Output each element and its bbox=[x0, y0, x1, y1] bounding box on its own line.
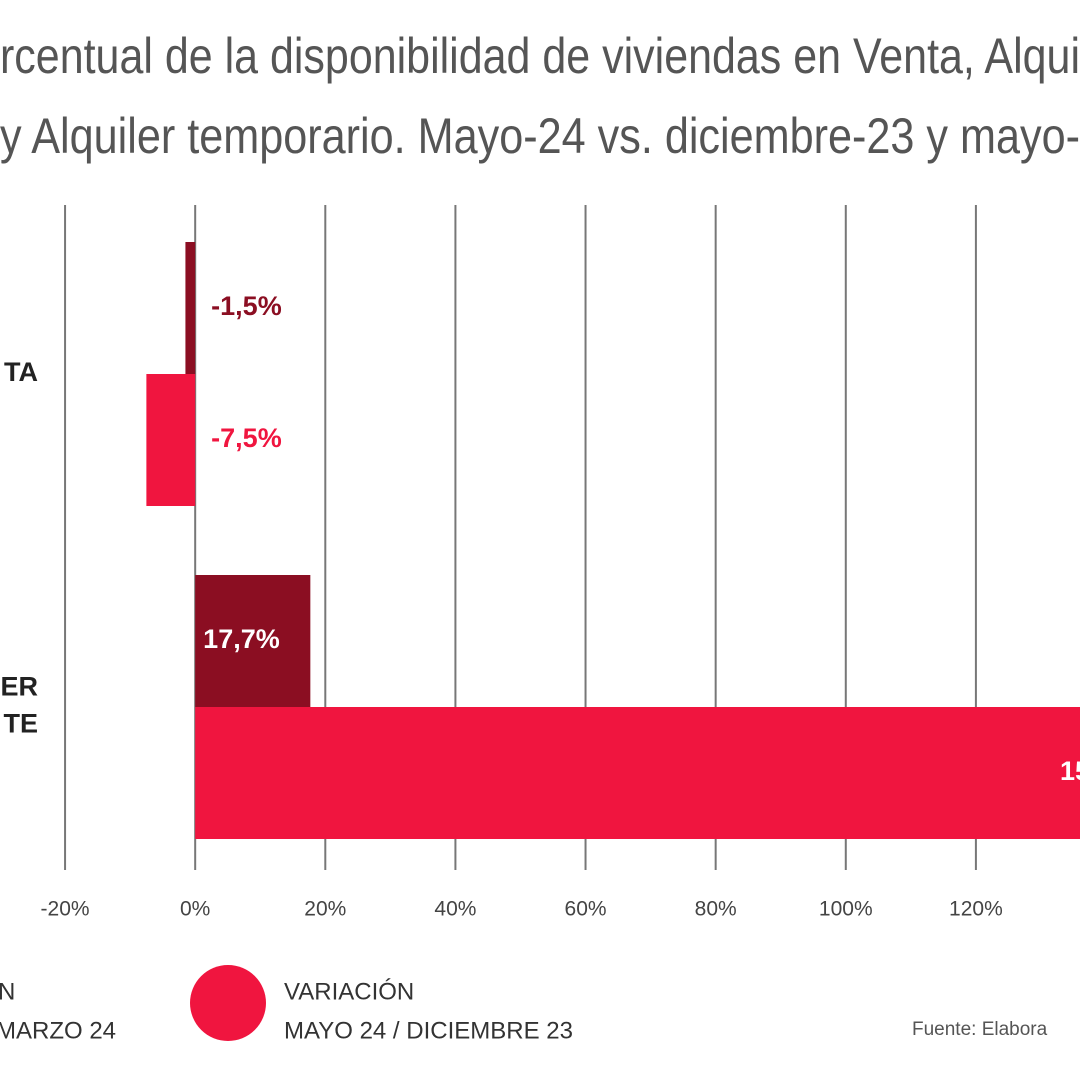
bar bbox=[195, 575, 311, 707]
x-tick-label: 60% bbox=[565, 898, 607, 921]
x-tick-label: 80% bbox=[695, 898, 737, 921]
bar bbox=[146, 374, 196, 506]
x-tick-label: -20% bbox=[41, 898, 90, 921]
bar bbox=[195, 707, 1080, 839]
x-tick-label: 0% bbox=[180, 898, 210, 921]
category-label: ER bbox=[0, 672, 38, 702]
chart-title: rcentual de la disponibilidad de viviend… bbox=[0, 28, 1080, 84]
legend-label: N bbox=[0, 978, 15, 1005]
legend-label: VARIACIÓN bbox=[284, 978, 414, 1005]
bar bbox=[185, 242, 196, 374]
category-label: TE bbox=[3, 709, 38, 739]
x-tick-label: 40% bbox=[434, 898, 476, 921]
value-label: 155 bbox=[1060, 756, 1080, 786]
x-tick-label: 100% bbox=[819, 898, 873, 921]
x-tick-label: 120% bbox=[949, 898, 1003, 921]
chart-title: y Alquiler temporario. Mayo-24 vs. dicie… bbox=[0, 108, 1080, 164]
value-label: -7,5% bbox=[211, 423, 282, 453]
value-label: -1,5% bbox=[211, 291, 282, 321]
legend-label: MARZO 24 bbox=[0, 1017, 116, 1044]
x-tick-label: 20% bbox=[304, 898, 346, 921]
category-label: TA bbox=[4, 357, 38, 387]
legend-label: MAYO 24 / DICIEMBRE 23 bbox=[284, 1017, 573, 1044]
source: Fuente: Elabora bbox=[912, 1019, 1048, 1040]
legend-marker bbox=[190, 965, 266, 1041]
value-label: 17,7% bbox=[203, 624, 280, 654]
